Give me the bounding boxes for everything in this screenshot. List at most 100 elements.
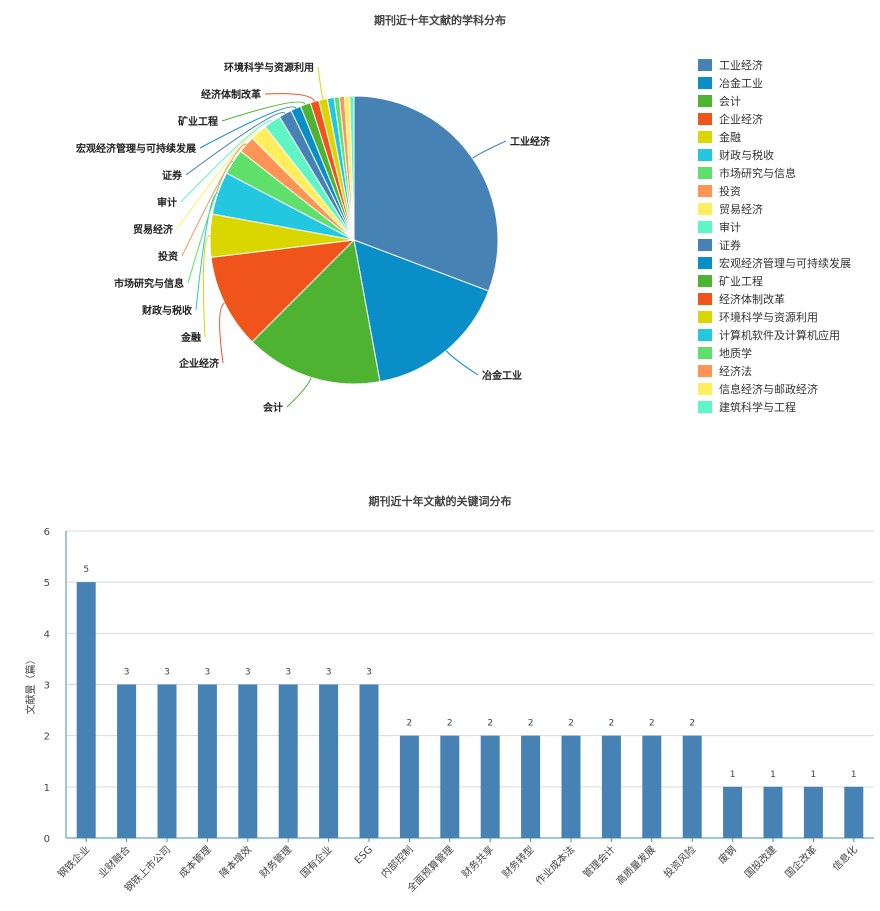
legend-item[interactable]: 冶金工业 <box>698 74 851 92</box>
pie-leader-line <box>221 101 306 122</box>
legend-item[interactable]: 建筑科学与工程 <box>698 398 851 416</box>
legend-item[interactable]: 宏观经济管理与可持续发展 <box>698 254 851 272</box>
bar <box>723 786 743 838</box>
x-tick-label: ESG <box>353 844 375 866</box>
legend-item[interactable]: 会计 <box>698 92 851 110</box>
bar-value-label: 3 <box>124 668 130 678</box>
legend-item[interactable]: 市场研究与信息 <box>698 164 851 182</box>
legend-item[interactable]: 矿业工程 <box>698 272 851 290</box>
y-axis-title: 文献量（篇） <box>24 655 37 715</box>
bar <box>844 786 864 838</box>
bar <box>76 582 96 838</box>
bar-value-label: 3 <box>205 668 211 678</box>
legend-label: 投资 <box>719 185 741 198</box>
pie-slice-label: 证券 <box>162 169 183 182</box>
legend-item[interactable]: 计算机软件及计算机应用 <box>698 326 851 344</box>
pie-leader-line <box>181 143 247 257</box>
legend-item[interactable]: 信息经济与邮政经济 <box>698 380 851 398</box>
legend-item[interactable]: 审计 <box>698 218 851 236</box>
x-tick-label: 内部控制 <box>378 843 415 880</box>
pie-slice-label: 经济体制改革 <box>201 88 261 101</box>
x-tick-label: 废钢 <box>715 843 738 866</box>
y-tick-label: 6 <box>44 527 50 538</box>
pie-leader-line <box>219 302 225 364</box>
pie-leader-line <box>180 120 273 203</box>
legend-swatch <box>698 257 712 269</box>
bar-value-label: 2 <box>609 719 615 729</box>
legend-label: 企业经济 <box>719 113 763 126</box>
legend-label: 建筑科学与工程 <box>719 401 796 414</box>
y-tick-label: 4 <box>44 629 50 640</box>
bar <box>399 735 419 838</box>
legend-swatch <box>698 401 712 413</box>
legend-label: 财政与税收 <box>719 149 774 162</box>
x-tick-label: 国有企业 <box>297 843 334 880</box>
pie-slice-label: 会计 <box>263 401 283 414</box>
legend-swatch <box>698 311 712 323</box>
bar-value-label: 3 <box>285 668 291 678</box>
bar <box>601 735 621 838</box>
legend-label: 贸易经济 <box>719 203 763 216</box>
pie-leader-line <box>176 131 259 230</box>
legend-label: 计算机软件及计算机应用 <box>719 329 840 342</box>
legend-item[interactable]: 投资 <box>698 182 851 200</box>
x-tick-label: 降本增效 <box>216 843 253 880</box>
pie-slice-label: 冶金工业 <box>482 369 522 382</box>
legend-swatch <box>698 113 712 125</box>
x-tick-label: 国投改建 <box>742 843 779 880</box>
bar <box>278 684 298 838</box>
legend-item[interactable]: 工业经济 <box>698 56 851 74</box>
legend-label: 信息经济与邮政经济 <box>719 383 818 396</box>
bar-value-label: 2 <box>447 719 453 729</box>
legend-item[interactable]: 财政与税收 <box>698 146 851 164</box>
x-tick-label: 投资风险 <box>661 843 698 880</box>
pie-leader-line <box>264 93 315 102</box>
x-tick-label: 国企改革 <box>782 843 819 880</box>
pie-slice <box>353 239 490 383</box>
bar-value-label: 3 <box>164 668 170 678</box>
pie-slice <box>210 239 356 343</box>
legend-swatch <box>698 167 712 179</box>
bar-value-label: 1 <box>730 770 736 780</box>
pie-slice <box>251 238 381 385</box>
legend-label: 工业经济 <box>719 59 763 72</box>
bar <box>157 684 177 838</box>
legend-swatch <box>698 185 712 197</box>
x-tick-label: 信息化 <box>830 843 860 873</box>
legend-swatch <box>698 383 712 395</box>
bar-value-label: 2 <box>568 719 574 729</box>
legend-item[interactable]: 地质学 <box>698 344 851 362</box>
legend-swatch <box>698 329 712 341</box>
pie-leader-line <box>317 66 324 100</box>
bar <box>480 735 500 838</box>
bar-value-label: 2 <box>528 719 534 729</box>
legend-label: 地质学 <box>719 347 752 360</box>
legend-swatch <box>698 149 712 161</box>
legend-item[interactable]: 企业经济 <box>698 110 851 128</box>
y-tick-label: 1 <box>44 783 50 794</box>
x-tick-label: 钢铁企业 <box>55 843 92 880</box>
legend-item[interactable]: 经济法 <box>698 362 851 380</box>
x-tick-label: 财务共享 <box>459 843 496 880</box>
pie-leader-line <box>202 235 211 338</box>
bar <box>642 735 662 838</box>
legend-item[interactable]: 金融 <box>698 128 851 146</box>
y-tick-label: 2 <box>44 732 50 743</box>
legend-item[interactable]: 经济体制改革 <box>698 290 851 308</box>
legend-swatch <box>698 239 712 251</box>
legend-label: 金融 <box>719 131 741 144</box>
legend-item[interactable]: 环境科学与资源利用 <box>698 308 851 326</box>
bar-value-label: 2 <box>487 719 493 729</box>
legend-item[interactable]: 证券 <box>698 236 851 254</box>
y-tick-label: 0 <box>44 834 50 845</box>
bar <box>803 786 823 838</box>
legend-item[interactable]: 贸易经济 <box>698 200 851 218</box>
bar-value-label: 2 <box>407 719 413 729</box>
bar <box>359 684 379 838</box>
pie-slice-label: 企业经济 <box>178 357 220 370</box>
bar <box>440 735 460 838</box>
legend-label: 会计 <box>719 95 741 108</box>
legend-swatch <box>698 95 712 107</box>
bar-value-label: 1 <box>851 770 857 780</box>
